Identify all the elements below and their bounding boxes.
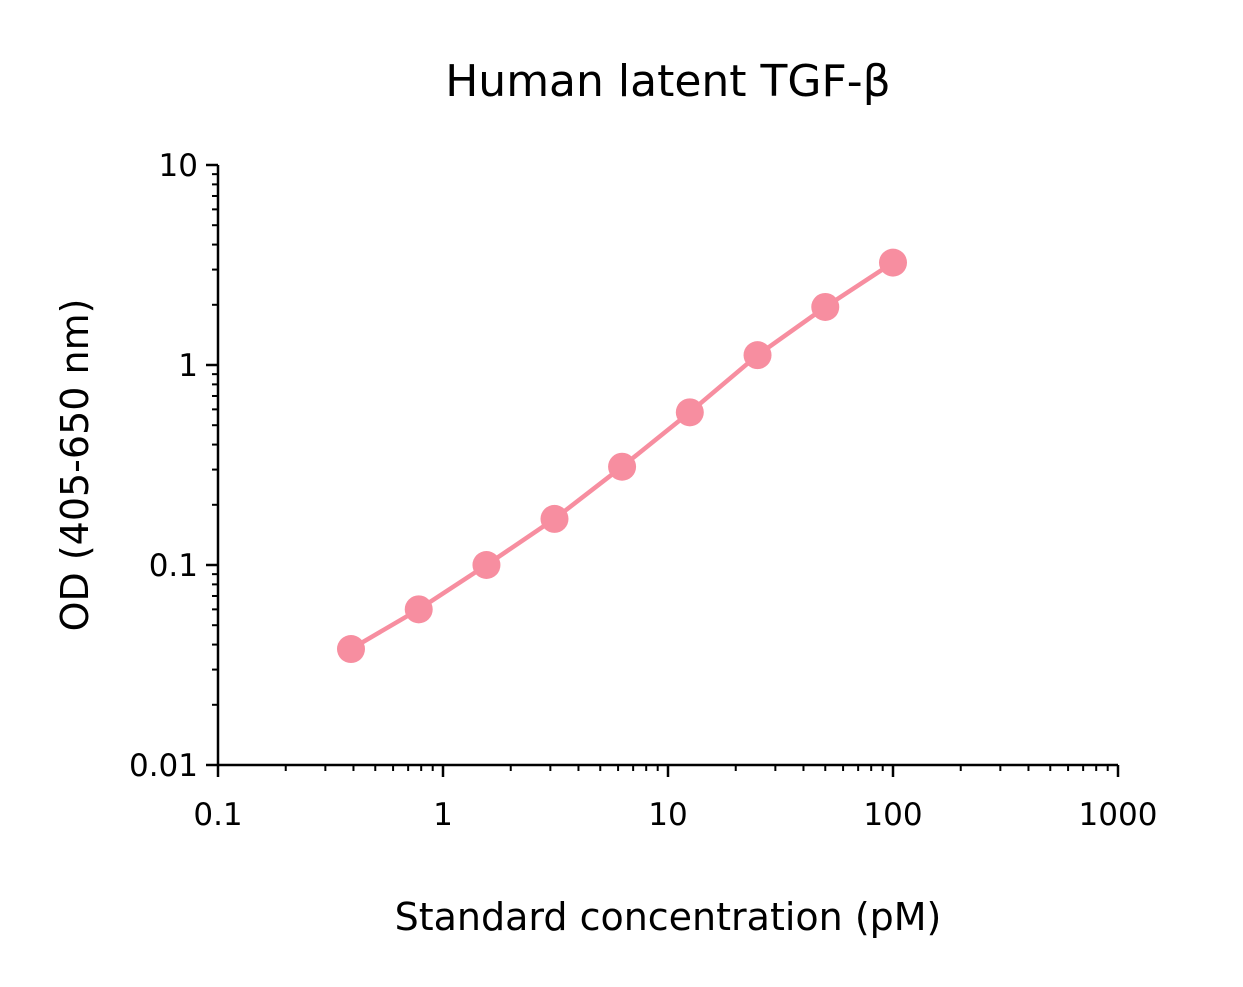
x-tick-label: 100 <box>863 797 922 833</box>
data-point <box>608 452 637 481</box>
axes: 0.1 1 10 100 1000 0.01 0.1 1 10 <box>129 148 1157 833</box>
y-tick-label: 10 <box>159 148 198 184</box>
data-point <box>336 635 365 664</box>
x-axis-label: Standard concentration (pM) <box>395 895 942 939</box>
x-tick-label: 10 <box>648 797 687 833</box>
data-point <box>404 595 433 624</box>
y-tick-label: 1 <box>178 348 198 384</box>
data-point <box>472 551 501 579</box>
x-tick-label: 1000 <box>1079 797 1158 833</box>
y-tick-label: 0.01 <box>129 748 198 784</box>
data-point <box>675 398 704 427</box>
data-point <box>879 248 907 277</box>
data-point <box>811 292 840 321</box>
data-point <box>743 341 772 370</box>
y-tick-label: 0.1 <box>149 548 198 584</box>
x-tick-label: 0.1 <box>193 797 242 833</box>
plot-area <box>336 248 907 664</box>
chart-title: Human latent TGF-β <box>445 56 891 107</box>
x-tick-label: 1 <box>433 797 453 833</box>
data-point <box>540 504 569 533</box>
y-axis-label: OD (405-650 nm) <box>53 299 97 632</box>
